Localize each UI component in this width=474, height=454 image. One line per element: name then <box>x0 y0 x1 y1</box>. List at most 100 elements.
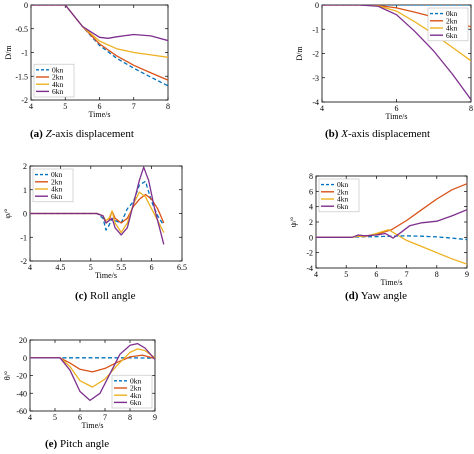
legend-label-4kn: 4kn <box>130 391 142 400</box>
x-tick-label: 4 <box>28 263 32 272</box>
legend-label-4kn: 4kn <box>337 195 349 204</box>
caption-label: (c) <box>75 290 88 302</box>
x-tick-label: 7 <box>405 270 409 279</box>
panel-caption: (b) X-axis displacement <box>325 128 430 140</box>
series-line-6kn <box>31 5 168 42</box>
y-tick-label: 2 <box>23 162 27 171</box>
y-tick-label: 0 <box>309 233 313 242</box>
y-axis-label: φ/° <box>3 208 12 218</box>
y-tick-label: -3 <box>312 74 319 83</box>
y-tick-label: -4 <box>306 264 313 273</box>
legend-label-2kn: 2kn <box>130 384 142 393</box>
y-axis-label: ψ/° <box>289 217 298 227</box>
x-tick-label: 6 <box>150 263 154 272</box>
y-tick-label: -4 <box>312 98 319 107</box>
series-line-6kn <box>30 342 155 402</box>
y-tick-label: -60 <box>16 407 27 416</box>
x-tick-label: 9 <box>153 413 157 422</box>
x-tick-label: 9 <box>465 270 469 279</box>
series-line-6kn <box>316 209 467 239</box>
x-axis-label: Time/s <box>89 110 111 119</box>
legend-label-2kn: 2kn <box>446 16 458 25</box>
caption-text: Yaw angle <box>361 290 407 302</box>
y-axis-label: D/m <box>295 46 304 61</box>
x-tick-label: 4 <box>28 413 32 422</box>
legend-label-4kn: 4kn <box>446 24 458 33</box>
x-tick-label: 5.5 <box>116 263 126 272</box>
series-line-4kn <box>31 5 168 58</box>
legend-label-0kn: 0kn <box>446 9 458 18</box>
legend-label-2kn: 2kn <box>337 187 349 196</box>
x-tick-label: 6 <box>98 102 102 111</box>
series-line-0kn <box>31 5 168 87</box>
series-line-6kn <box>322 5 471 100</box>
panel-caption: (c) Roll angle <box>75 290 136 302</box>
x-tick-label: 5 <box>89 263 93 272</box>
caption-axis-letter: X <box>340 128 349 140</box>
y-tick-label: 0 <box>23 354 27 363</box>
x-axis-label: Time/s <box>95 271 117 280</box>
y-tick-label: -2 <box>21 96 28 105</box>
caption-text: -axis displacement <box>348 128 430 140</box>
caption-label: (d) <box>345 290 359 302</box>
y-tick-label: -1 <box>21 49 28 58</box>
series-line-4kn <box>316 229 467 265</box>
y-tick-label: 0 <box>24 1 28 10</box>
x-tick-label: 8 <box>435 270 439 279</box>
x-tick-label: 8 <box>166 102 170 111</box>
caption-text: -axis displacement <box>52 128 134 140</box>
caption-label: (e) <box>45 438 58 450</box>
y-tick-label: 0 <box>23 210 27 219</box>
series-line-2kn <box>31 5 168 81</box>
legend-label-0kn: 0kn <box>51 170 63 179</box>
series-line-6kn <box>30 166 165 245</box>
panel-caption: (e) Pitch angle <box>45 438 109 450</box>
y-tick-label: -2 <box>312 50 319 59</box>
legend-label-6kn: 6kn <box>51 192 63 201</box>
y-tick-label: -2 <box>306 249 313 258</box>
x-tick-label: 6 <box>374 270 378 279</box>
panel-caption: (a) Z-axis displacement <box>30 128 134 140</box>
y-tick-label: 0 <box>315 1 319 10</box>
legend-label-2kn: 2kn <box>52 73 64 82</box>
series-line-2kn <box>30 354 155 373</box>
y-axis-label: D/m <box>4 45 13 60</box>
y-tick-label: 20 <box>19 336 27 345</box>
y-tick-label: -1 <box>20 233 27 242</box>
legend-label-0kn: 0kn <box>130 376 142 385</box>
x-tick-label: 4 <box>320 104 324 113</box>
x-tick-label: 5 <box>53 413 57 422</box>
legend-label-2kn: 2kn <box>51 177 63 186</box>
y-tick-label: 6 <box>309 187 313 196</box>
y-tick-label: -40 <box>16 389 27 398</box>
x-axis-label: Time/s <box>381 278 403 287</box>
y-tick-label: 2 <box>309 218 313 227</box>
y-tick-label: 8 <box>309 172 313 181</box>
x-tick-label: 5 <box>344 270 348 279</box>
legend-label-4kn: 4kn <box>52 80 64 89</box>
x-tick-label: 6.5 <box>177 263 187 272</box>
caption-text: Pitch angle <box>60 438 109 450</box>
x-tick-label: 6 <box>395 104 399 113</box>
x-axis-label: Time/s <box>386 112 408 121</box>
x-tick-label: 4 <box>314 270 318 279</box>
x-tick-label: 8 <box>128 413 132 422</box>
y-tick-label: -0.5 <box>15 25 28 34</box>
caption-text: Roll angle <box>90 290 136 302</box>
caption-label: (a) <box>30 128 43 140</box>
y-tick-label: 4 <box>309 203 313 212</box>
series-line-4kn <box>30 348 155 388</box>
x-tick-label: 5 <box>63 102 67 111</box>
x-tick-label: 7 <box>103 413 107 422</box>
x-axis-label: Time/s <box>82 421 104 430</box>
